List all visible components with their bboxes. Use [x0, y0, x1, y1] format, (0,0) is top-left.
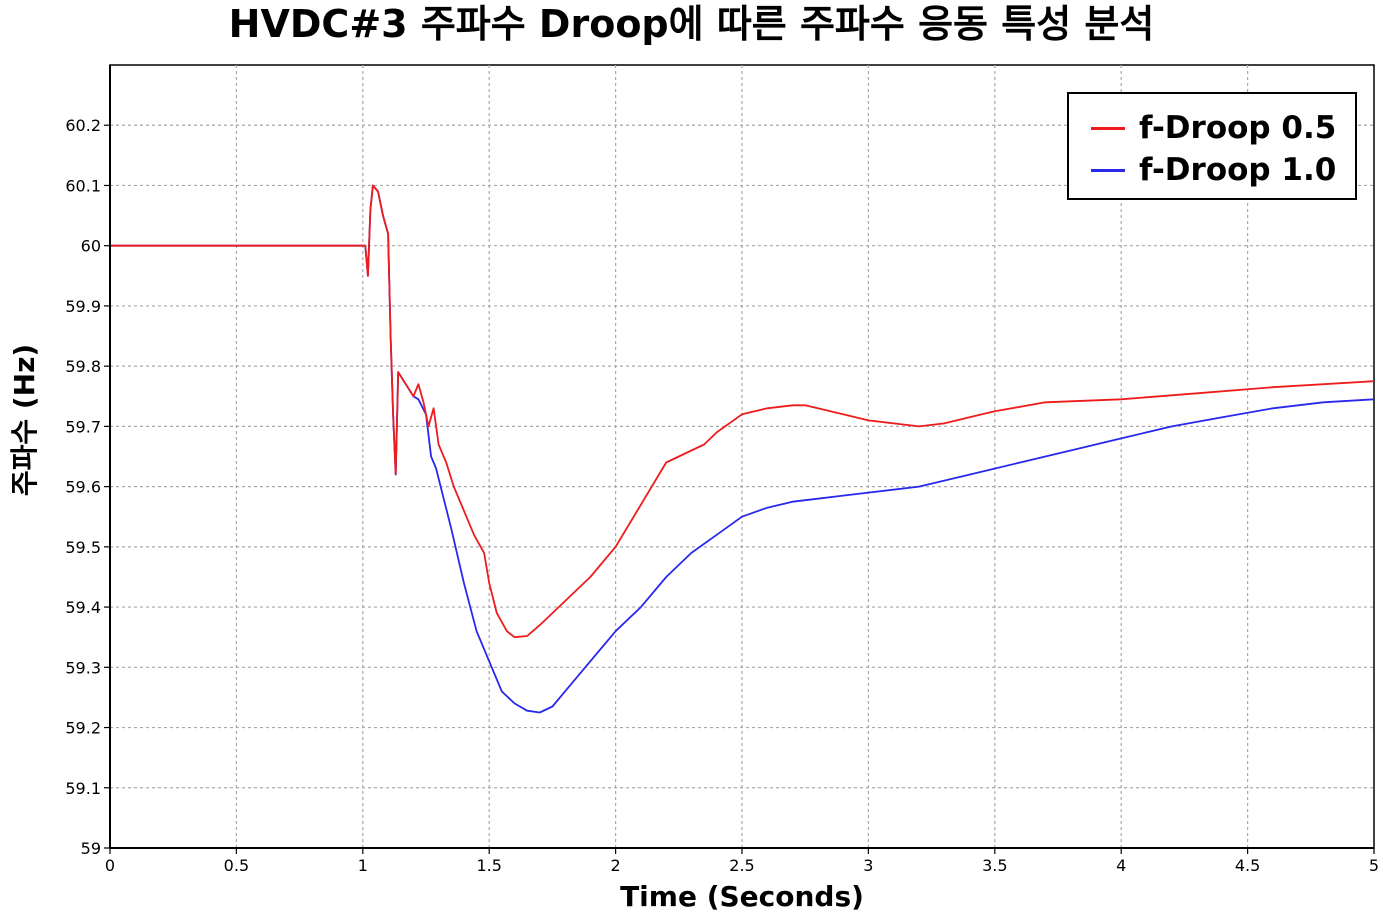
- y-tick-label: 59.2: [65, 719, 101, 738]
- series-lines: [110, 184, 1375, 714]
- y-tick-label: 59: [81, 839, 101, 858]
- legend-item-droop-1-0: f-Droop 1.0: [1091, 150, 1336, 190]
- y-tick-label: 59.3: [65, 658, 101, 677]
- y-axis-label-container: 주파수 (Hz): [3, 300, 43, 540]
- x-tick-label: 4: [1116, 856, 1126, 875]
- x-tick-label: 2.5: [729, 856, 754, 875]
- y-tick-label: 60.2: [65, 116, 101, 135]
- legend-item-droop-0-5: f-Droop 0.5: [1091, 108, 1336, 148]
- x-tick-label: 2: [611, 856, 621, 875]
- legend: f-Droop 0.5 f-Droop 1.0: [1067, 92, 1357, 200]
- y-tick-label: 59.1: [65, 779, 101, 798]
- series-line-f-droop-0-5: [110, 184, 1375, 639]
- y-tick-label: 59.5: [65, 538, 101, 557]
- y-tick-label: 60: [81, 237, 101, 256]
- x-axis-label: Time (Seconds): [620, 880, 864, 913]
- legend-label: f-Droop 1.0: [1139, 152, 1337, 188]
- x-tick-label: 4.5: [1235, 856, 1260, 875]
- x-tick-label: 3: [863, 856, 873, 875]
- x-tick-label: 1: [358, 856, 368, 875]
- x-tick-label: 0: [105, 856, 115, 875]
- legend-swatch-red: [1091, 126, 1125, 130]
- y-tick-label: 59.7: [65, 417, 101, 436]
- x-tick-label: 0.5: [224, 856, 249, 875]
- chart-title: HVDC#3 주파수 Droop에 따른 주파수 응동 특성 분석: [228, 2, 1155, 46]
- x-tick-label: 1.5: [476, 856, 501, 875]
- legend-label: f-Droop 0.5: [1139, 110, 1337, 146]
- y-tick-label: 59.8: [65, 357, 101, 376]
- legend-swatch-blue: [1091, 168, 1125, 172]
- y-tick-label: 59.6: [65, 478, 101, 497]
- y-tick-label: 59.4: [65, 598, 101, 617]
- x-tick-label: 3.5: [982, 856, 1007, 875]
- y-tick-label: 60.1: [65, 176, 101, 195]
- y-axis-label: 주파수 (Hz): [8, 343, 41, 497]
- x-tick-label: 5: [1369, 856, 1379, 875]
- axis-ticks: 0 0.5 1 1.5 2 2.5 3 3.5 4 4.5 5 59 59.1 59.2 59.3 59.4 5…: [65, 116, 1379, 875]
- y-tick-label: 59.9: [65, 297, 101, 316]
